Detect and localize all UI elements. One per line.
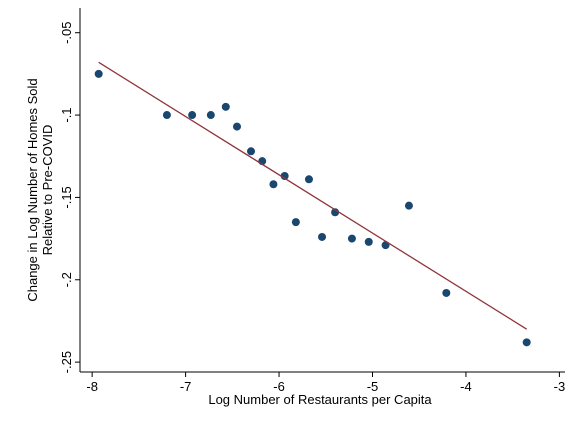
x-axis-label: Log Number of Restaurants per Capita (208, 392, 432, 407)
point (280, 172, 289, 180)
point (364, 237, 373, 246)
point (304, 175, 313, 184)
point (94, 69, 103, 78)
x-tick-label: -8 (86, 379, 98, 394)
point (188, 111, 197, 120)
y-tick-label: -.15 (59, 186, 74, 208)
y-tick-label: -.1 (59, 107, 74, 122)
point (404, 201, 413, 210)
x-tick-label: -4 (460, 379, 472, 394)
y-tick-label: -.2 (59, 272, 74, 287)
point (269, 180, 278, 189)
point (291, 218, 300, 227)
point (221, 102, 230, 111)
y-axis-label: Change in Log Number of Homes Sold (25, 78, 40, 301)
y-axis-label: Relative to Pre-COVID (40, 125, 55, 256)
x-tick-label: -5 (367, 379, 379, 394)
fit-line (98, 61, 528, 330)
point (232, 122, 241, 131)
point (162, 111, 171, 120)
point (347, 234, 356, 243)
point (442, 288, 451, 297)
point (522, 338, 531, 347)
y-tick-label: -.05 (59, 22, 74, 44)
x-tick-label: -3 (554, 379, 566, 394)
point (206, 111, 215, 120)
point (318, 232, 327, 241)
x-tick-label: -6 (273, 379, 285, 394)
x-tick-label: -7 (180, 379, 192, 394)
point (247, 147, 256, 156)
y-tick-label: -.25 (59, 351, 74, 373)
